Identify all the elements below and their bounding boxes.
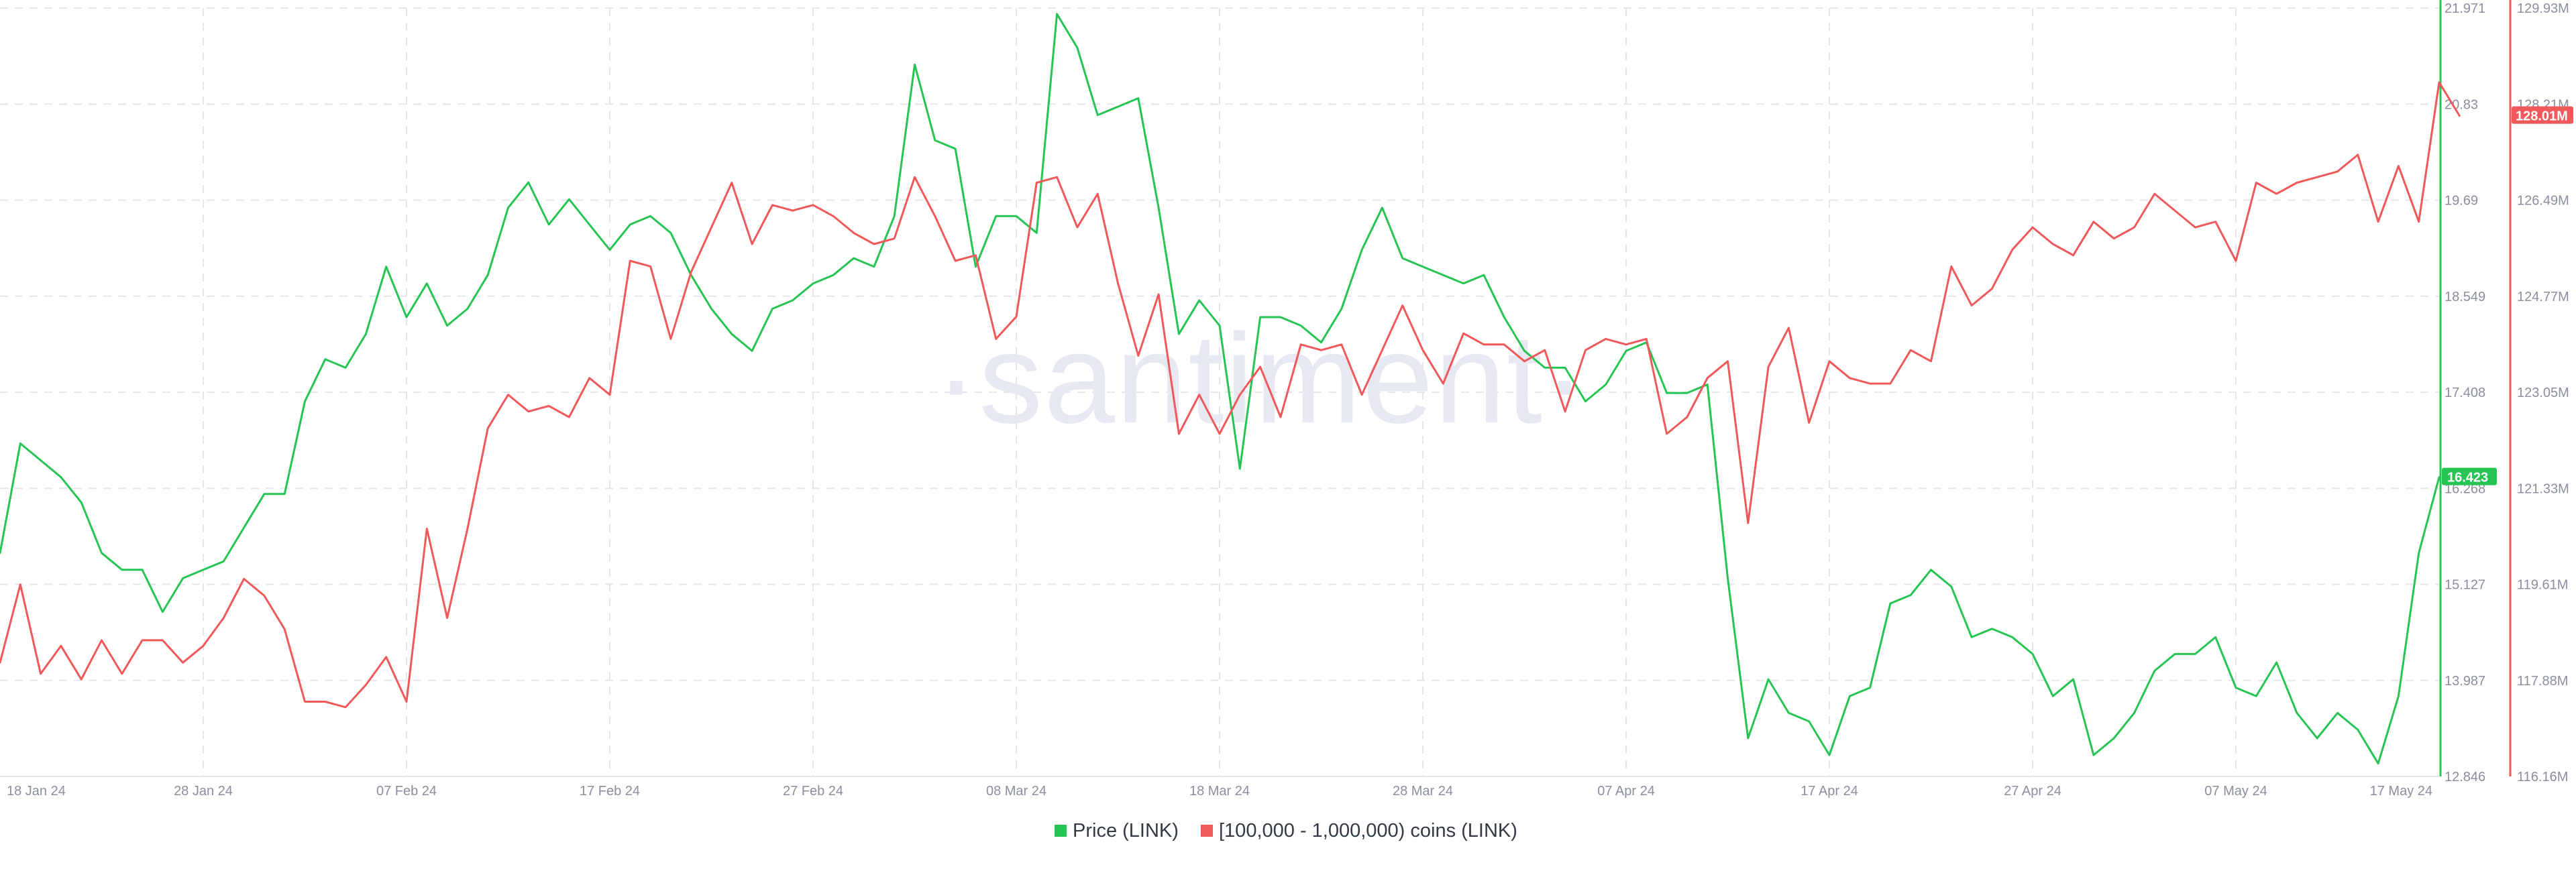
x-tick-label: 07 May 24 (2204, 784, 2267, 799)
x-tick-label: 07 Apr 24 (1597, 784, 1655, 799)
y-right-tick-label: 121.33M (2517, 481, 2569, 496)
holders-line (0, 81, 2461, 709)
holders-last-value-label: 128.01M (2516, 109, 2568, 124)
legend: Price (LINK) [100,000 - 1,000,000) coins … (1055, 820, 1517, 841)
x-tick-label: 28 Mar 24 (1393, 784, 1453, 799)
y-left-tick-label: 15.127 (2445, 578, 2485, 593)
y-left-tick-label: 16.268 (2445, 481, 2485, 496)
y-right-tick-label: 123.05M (2517, 386, 2569, 400)
x-tick-label: 17 Apr 24 (1801, 784, 1858, 799)
legend-price-label: Price (LINK) (1073, 820, 1179, 841)
x-tick-label: 07 Feb 24 (376, 784, 437, 799)
y-left-tick-label: 18.549 (2445, 290, 2485, 304)
price-line (0, 13, 2440, 765)
y-right-tick-label: 126.49M (2517, 194, 2569, 209)
series-layer (0, 13, 2461, 765)
axes: 21.971 20.83 19.69 18.549 17.408 16.268 15.127… (7, 0, 2569, 799)
y-right-tick-label: 129.93M (2517, 1, 2569, 16)
x-tick-label: 17 Feb 24 (580, 784, 640, 799)
price-last-value-badge (2442, 467, 2497, 485)
price-last-value-label: 16.423 (2447, 471, 2488, 485)
y-left-tick-label: 21.971 (2445, 1, 2485, 16)
holders-last-value-badge (2512, 106, 2573, 124)
y-right-tick-label: 117.88M (2517, 674, 2568, 689)
legend-holders-swatch (1201, 825, 1213, 837)
x-tick-label: 18 Jan 24 (7, 784, 66, 799)
legend-holders-label: [100,000 - 1,000,000) coins (LINK) (1219, 820, 1517, 841)
x-tick-label: 27 Apr 24 (2004, 784, 2061, 799)
last-value-badges: 16.423 128.01M (2442, 106, 2573, 485)
y-right-tick-label: 116.16M (2517, 770, 2568, 784)
y-left-tick-label: 13.987 (2445, 674, 2485, 689)
x-tick-label: 08 Mar 24 (986, 784, 1046, 799)
legend-price-swatch (1055, 825, 1067, 837)
y-left-tick-label: 12.846 (2445, 770, 2485, 784)
y-left-tick-label: 20.83 (2445, 97, 2478, 112)
y-left-tick-label: 17.408 (2445, 386, 2485, 400)
grid (0, 7, 2439, 777)
y-right-tick-label: 124.77M (2517, 290, 2569, 304)
y-left-tick-label: 19.69 (2445, 194, 2478, 209)
x-tick-label: 17 May 24 (2370, 784, 2432, 799)
x-tick-label: 27 Feb 24 (783, 784, 843, 799)
santiment-watermark: ·santiment· (935, 308, 1587, 450)
x-tick-label: 18 Mar 24 (1189, 784, 1250, 799)
x-tick-label: 28 Jan 24 (174, 784, 233, 799)
y-right-tick-label: 119.61M (2517, 578, 2568, 593)
